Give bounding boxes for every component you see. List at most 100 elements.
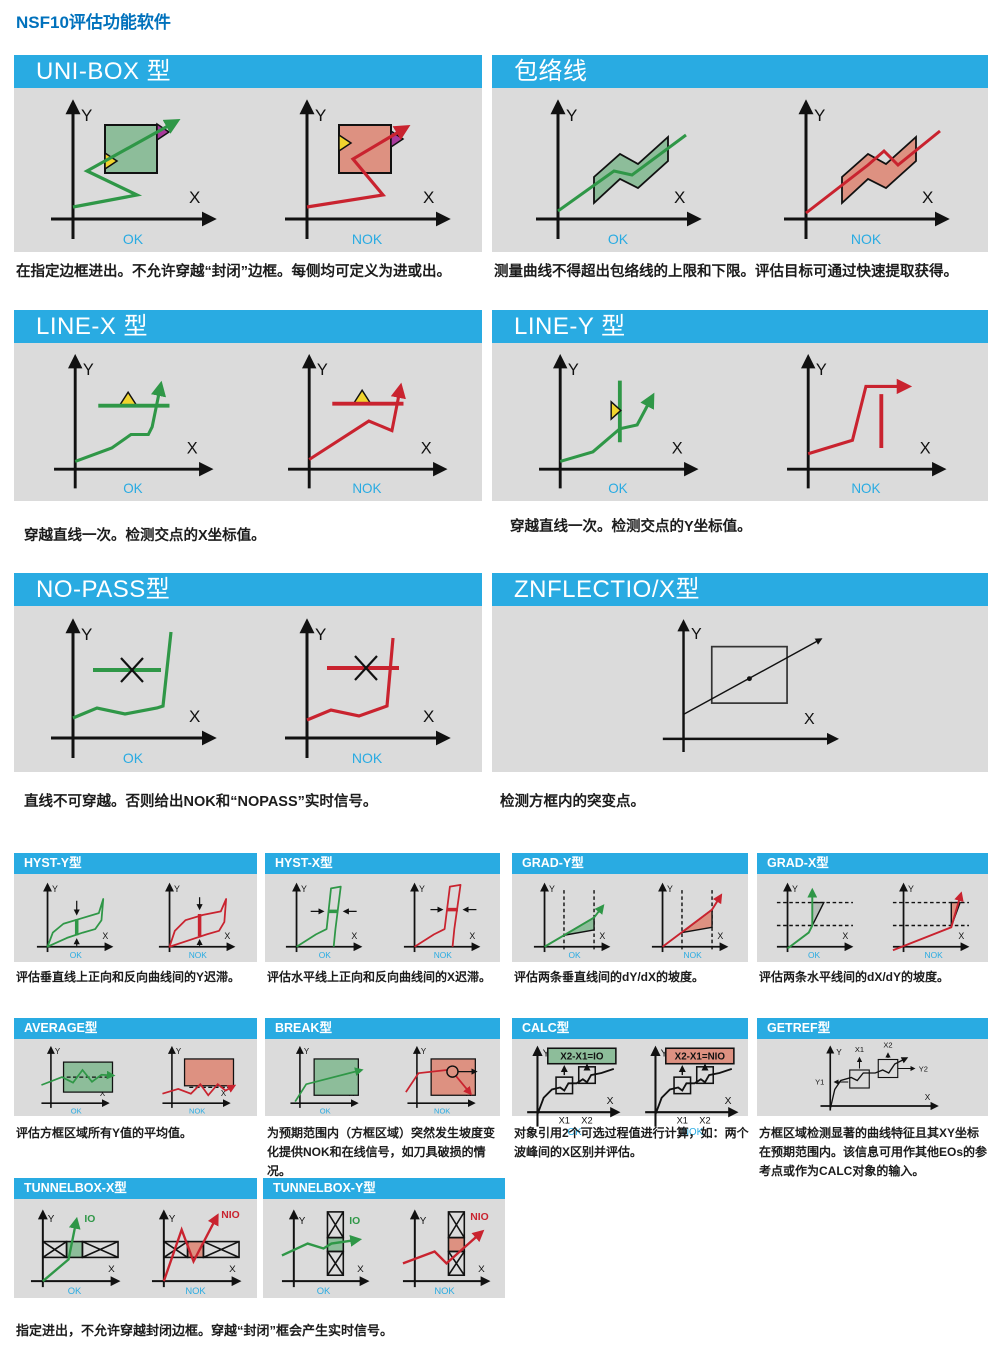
eval-box — [104, 124, 158, 174]
x-axis-label: X — [725, 1096, 732, 1107]
ok-caption: OK — [808, 950, 821, 960]
x1-label: X1 — [559, 1116, 570, 1126]
description-envelope: 测量曲线不得超出包络线的上限和下限。评估目标可通过快速提取获得。 — [494, 264, 958, 280]
page-title: NSF10评估功能软件 — [16, 13, 171, 32]
diagram-nopass-ok: YX OK — [51, 618, 217, 766]
header-getref: GETREF型 — [757, 1018, 988, 1039]
nok-curve — [162, 1212, 219, 1282]
ok-caption: OK — [123, 750, 144, 766]
y-axis-label: Y — [419, 884, 425, 894]
ok-curve — [294, 1067, 364, 1103]
description-gradx: 评估两条水平线间的dX/dY的坡度。 — [759, 970, 950, 984]
y-axis-label: Y — [169, 1213, 176, 1224]
header-gradx: GRAD-X型 — [757, 853, 988, 874]
curve — [683, 638, 823, 716]
x-axis-label: X — [221, 1089, 227, 1098]
x-axis-label: X — [607, 1096, 614, 1107]
y-axis-label: Y — [836, 1048, 842, 1057]
diagram-tunnelboxx-ok: Y X IO OK — [30, 1208, 121, 1296]
x2-label: X2 — [883, 1041, 892, 1050]
ok-caption: OK — [316, 1285, 330, 1296]
diagram-average-ok: YX OK — [40, 1045, 116, 1115]
x-axis-label: X — [717, 931, 723, 941]
y-axis-label: Y — [81, 625, 92, 644]
nok-curve — [162, 1082, 237, 1097]
feature-box-2 — [877, 1058, 898, 1079]
x-axis-label: X — [187, 440, 198, 458]
axes: YX — [286, 882, 363, 953]
nio-label: NIO — [470, 1211, 488, 1222]
x-axis-label: X — [674, 188, 685, 207]
nok-caption: NOK — [188, 950, 207, 960]
diagram-envelope-ok: YX OK — [536, 99, 702, 247]
diagram-linex-nok: YX NOK — [288, 353, 448, 496]
eval-box — [184, 1058, 235, 1087]
x2-label: X2 — [699, 1116, 710, 1126]
nok-curve — [805, 129, 941, 215]
header-unibox: UNI-BOX 型 — [14, 55, 482, 88]
axes: YX — [51, 618, 217, 758]
formula-box — [665, 1047, 735, 1065]
x-axis-label: X — [469, 931, 475, 941]
envelope-band — [841, 134, 917, 206]
diagram-break-ok: YX OK — [290, 1045, 364, 1115]
x-axis-label: X — [352, 931, 358, 941]
y-axis-label: Y — [548, 884, 554, 894]
header-envelope: 包络线 — [492, 55, 988, 88]
x-axis-label: X — [958, 931, 964, 941]
formula-label: X2-X1=IO — [560, 1052, 604, 1063]
diagram-getref: YX X1 X2 Y1 Y2 — [815, 1041, 939, 1111]
x-axis-label: X — [357, 1264, 364, 1275]
peak-box-1 — [673, 1076, 692, 1095]
feature-box-1 — [848, 1069, 870, 1089]
closed-segments — [326, 1210, 344, 1276]
axes: YX — [37, 882, 114, 953]
diagram-hysty-nok: YX NOK — [158, 882, 236, 960]
diagram-envelope-nok: YX NOK — [784, 99, 950, 247]
ok-caption: OK — [71, 1106, 82, 1115]
x-axis-label: X — [843, 931, 849, 941]
axes: YX — [533, 882, 610, 953]
x1-label: X1 — [854, 1045, 863, 1054]
description-linex: 穿越直线一次。检测交点的X坐标值。 — [24, 528, 266, 544]
description-unibox: 在指定边框进出。不允许穿越“封闭”边框。每侧均可定义为进或出。 — [16, 264, 451, 280]
ok-caption: OK — [67, 1285, 81, 1296]
nok-caption: NOK — [434, 1285, 455, 1296]
axes: YX — [651, 882, 728, 953]
diagram-linex-ok: YX OK — [54, 353, 214, 496]
diagram-grady-nok: YX NOK — [651, 882, 728, 960]
axes: YX — [158, 882, 236, 953]
cross-icon — [120, 657, 144, 683]
diagram-tunnelboxx-nok: Y X NIO NOK — [152, 1208, 242, 1296]
eval-box — [338, 124, 392, 174]
peak-box-1 — [555, 1076, 574, 1095]
detect-box — [710, 645, 788, 704]
diagram-hysty-ok: YX OK — [37, 882, 114, 960]
y-axis-label: Y — [304, 1047, 310, 1056]
y-axis-label: Y — [176, 1047, 182, 1056]
header-linex: LINE-X 型 — [14, 310, 482, 343]
ok-curve — [41, 1216, 81, 1282]
diagram-hystx-ok: YX OK — [286, 882, 363, 960]
y-axis-label: Y — [792, 884, 798, 894]
description-liney: 穿越直线一次。检测交点的Y坐标值。 — [510, 519, 752, 535]
x-axis-label: X — [599, 931, 605, 941]
io-label: IO — [349, 1215, 360, 1226]
x-axis-label: X — [421, 440, 432, 458]
nok-caption: NOK — [434, 1106, 450, 1115]
y1-label: Y1 — [815, 1077, 824, 1086]
nok-caption: NOK — [924, 950, 943, 960]
ok-curve — [543, 904, 604, 948]
header-tunnelboxx: TUNNELBOX-X型 — [14, 1178, 257, 1199]
nok-caption: NOK — [433, 950, 452, 960]
description-tunnelbox: 指定进出，不允许穿越封闭边框。穿越“封闭”框会产生实时信号。 — [16, 1323, 394, 1338]
x2-label: X2 — [581, 1116, 592, 1126]
